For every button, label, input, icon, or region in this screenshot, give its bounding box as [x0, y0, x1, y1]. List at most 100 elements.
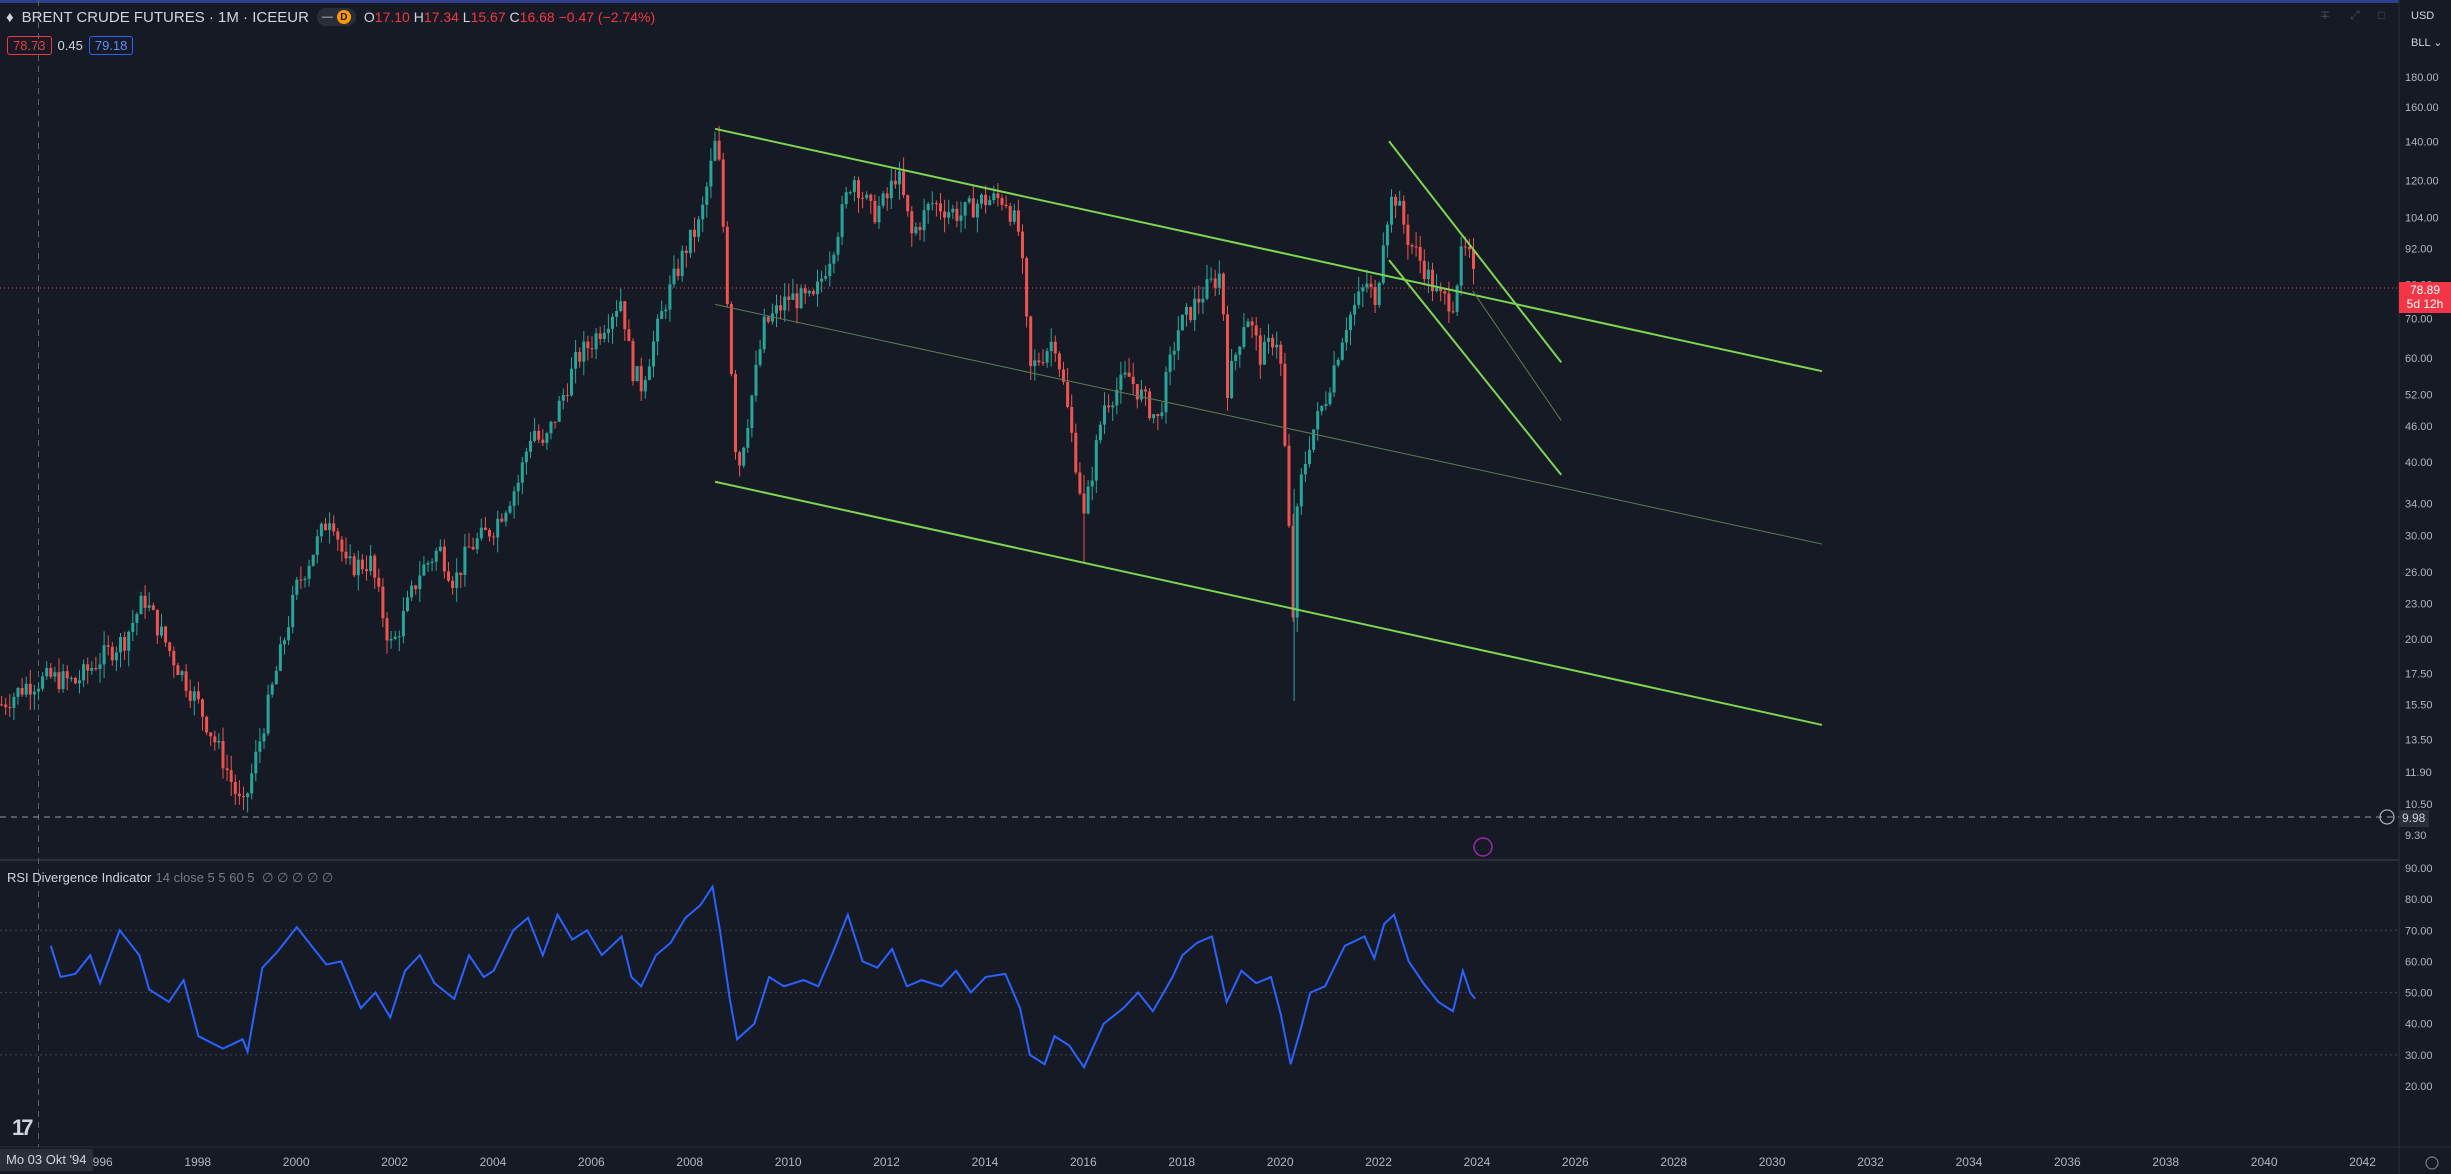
candle-body — [598, 333, 602, 339]
candle-body — [1176, 330, 1180, 351]
candle-body — [78, 680, 81, 684]
candle-body — [1447, 293, 1451, 312]
unit-selector[interactable]: BLL ⌄ — [2407, 36, 2451, 49]
candle-body — [762, 316, 766, 350]
candle-body — [98, 664, 102, 670]
candle-body — [1299, 474, 1303, 507]
open-label: O — [363, 9, 375, 25]
candle-body — [315, 536, 319, 555]
candle-body — [766, 316, 770, 322]
candle-body — [242, 796, 245, 798]
maximize-icon[interactable]: ∓ — [2320, 8, 2331, 22]
bar-countdown: 5d 12h — [2406, 297, 2444, 311]
candle-body — [992, 193, 996, 201]
currency-selector[interactable]: USD — [2407, 10, 2451, 22]
tradingview-logo-icon[interactable]: 17 — [12, 1115, 34, 1140]
candle-body — [389, 638, 393, 641]
candle-body — [28, 683, 32, 695]
candle-body — [1381, 245, 1385, 283]
candle-body — [1107, 405, 1111, 408]
price-tick-label: 52.00 — [2405, 390, 2433, 402]
candle-body — [143, 595, 147, 608]
candle-body — [488, 530, 491, 537]
candle-body — [1377, 282, 1381, 305]
candle-body — [410, 585, 414, 598]
high-value: 17.34 — [423, 9, 459, 25]
open-value: 17.10 — [374, 9, 410, 25]
candle-body — [94, 667, 98, 670]
candle-body — [1209, 278, 1213, 280]
time-tick-label: 2040 — [2251, 1155, 2278, 1169]
candle-body — [516, 482, 520, 492]
trendline — [714, 480, 1823, 726]
candles-group — [0, 125, 1475, 813]
candle-body — [1283, 363, 1287, 446]
candle-body — [701, 204, 705, 220]
candle-body — [529, 441, 532, 452]
candle-body — [1045, 351, 1049, 363]
candle-body — [520, 462, 524, 483]
candle-body — [1070, 406, 1074, 433]
candle-body — [447, 571, 450, 581]
candle-body — [676, 268, 680, 276]
candle-body — [533, 430, 537, 442]
candle-body — [1115, 389, 1119, 406]
candle-body — [803, 288, 807, 294]
candle-body — [1144, 389, 1147, 392]
candle-body — [1287, 445, 1291, 526]
expand-icon[interactable]: ⤢ — [2350, 8, 2360, 22]
candle-body — [1422, 260, 1426, 280]
candle-body — [717, 140, 721, 160]
lightning-icon — [1473, 837, 1493, 857]
candle-body — [668, 284, 672, 310]
candle-body — [213, 736, 217, 743]
time-tick-label: 2016 — [1070, 1155, 1097, 1169]
price-tick-label: 92.00 — [2405, 244, 2433, 256]
candle-body — [1000, 198, 1004, 205]
candle-body — [164, 626, 168, 643]
candle-body — [196, 691, 200, 700]
candle-body — [1410, 244, 1414, 247]
close-value: 16.68 — [519, 9, 555, 25]
candle-body — [693, 229, 696, 237]
bid-button[interactable]: 78.73 — [7, 36, 52, 55]
candle-body — [1156, 414, 1160, 417]
candle-body — [1033, 360, 1037, 367]
candle-body — [541, 439, 545, 443]
ohlc-readout: O17.10 H17.34 L15.67 C16.68 −0.47 (−2.74… — [364, 9, 655, 25]
candle-body — [1303, 463, 1307, 475]
candle-body — [1271, 337, 1275, 348]
candle-body — [549, 421, 553, 434]
fullscreen-icon[interactable]: □ — [2378, 8, 2386, 22]
candle-body — [311, 554, 315, 566]
ask-button[interactable]: 79.18 — [88, 36, 134, 55]
time-tick-label: 2012 — [873, 1155, 900, 1169]
candle-body — [348, 556, 352, 559]
market-status-pill[interactable]: — D — [316, 8, 356, 26]
price-tick-label: 13.50 — [2405, 735, 2433, 747]
candle-body — [971, 198, 975, 218]
eye-icon: — — [321, 11, 333, 23]
candle-body — [16, 687, 20, 697]
candle-body — [1041, 362, 1045, 364]
candle-body — [328, 523, 332, 531]
candle-body — [57, 672, 61, 690]
candle-body — [1008, 206, 1012, 222]
candle-body — [1131, 376, 1135, 385]
candle-body — [570, 368, 573, 396]
chevron-down-icon: ⌄ — [2433, 37, 2443, 49]
candle-body — [1275, 344, 1279, 348]
candle-body — [1193, 298, 1197, 321]
rsi-legend[interactable]: RSI Divergence Indicator 14 close 5 5 60 … — [7, 870, 333, 886]
candle-body — [24, 683, 28, 695]
high-label: H — [413, 9, 424, 25]
symbol-title[interactable]: BRENT CRUDE FUTURES · 1M · ICEEUR — [21, 8, 309, 26]
candle-body — [1455, 285, 1459, 312]
indicator-name: RSI Divergence Indicator — [7, 870, 152, 885]
candle-body — [438, 546, 442, 551]
candle-body — [709, 160, 713, 187]
candle-body — [713, 140, 717, 161]
candle-body — [742, 447, 746, 466]
candle-body — [1431, 269, 1434, 292]
